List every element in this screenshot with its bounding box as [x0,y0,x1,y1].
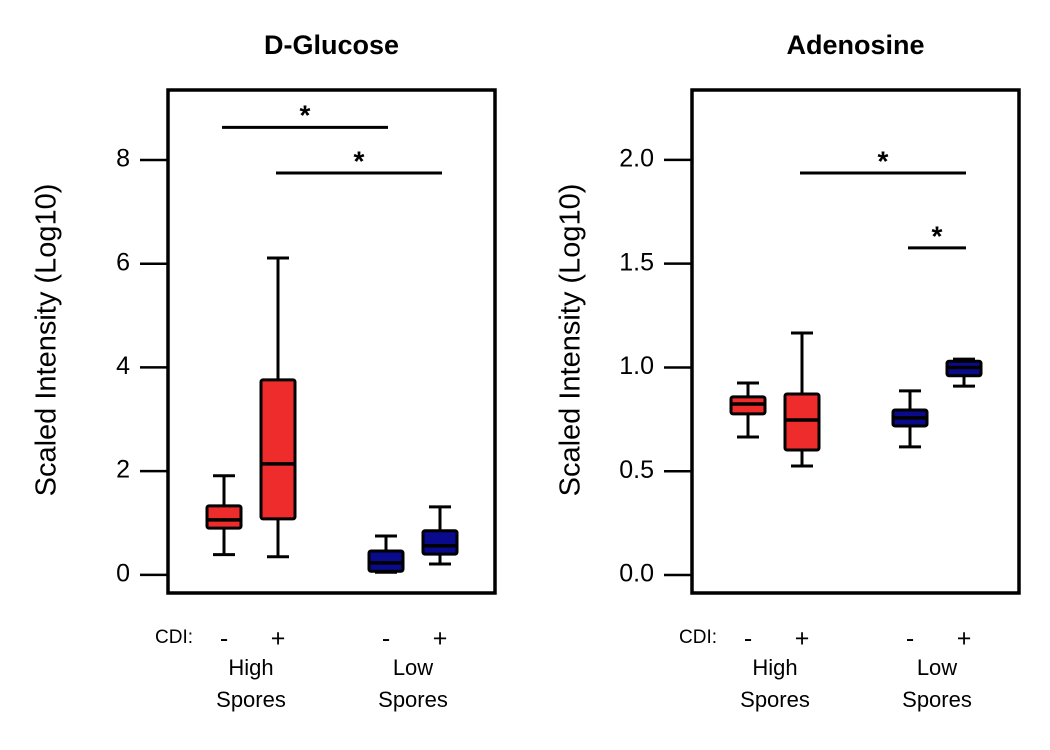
x-tick-label: - [744,625,752,653]
box [205,504,243,530]
y-axis-label: Scaled Intensity (Log10) [555,184,587,497]
box [259,378,297,521]
x-tick-label: - [382,625,390,653]
x-tick-label: - [220,625,228,653]
group-label: Low [917,655,957,680]
y-tick-label: 1.0 [619,352,654,380]
y-tick-label: 1.5 [619,248,654,276]
group-label: Spores [216,687,286,712]
y-tick-label: 2.0 [619,145,654,173]
significance-label: * [878,145,889,176]
chart-title: D-Glucose [264,30,399,60]
y-tick-label: 8 [116,145,130,173]
plot-frame [166,88,497,595]
group-label: Spores [740,687,810,712]
cdi-label: CDI: [679,627,717,648]
box [367,549,405,573]
y-axis-label: Scaled Intensity (Log10) [31,184,63,497]
y-tick-label: 4 [116,352,130,380]
x-tick-label: + [795,625,810,653]
y-tick-label: 0.0 [619,560,654,588]
significance-label: * [300,100,311,131]
x-tick-label: - [906,625,914,653]
y-tick-label: 0.5 [619,456,654,484]
significance-label: * [354,145,365,176]
x-tick-label: + [433,625,448,653]
box [421,529,459,556]
group-label: Spores [902,687,972,712]
y-tick-label: 0 [116,559,130,587]
y-tick-label: 6 [116,248,130,276]
cdi-label: CDI: [155,627,193,648]
group-label: Low [393,655,433,680]
y-tick-label: 2 [116,456,130,484]
x-tick-label: + [271,625,286,653]
x-tick-label: + [957,625,972,653]
group-label: Spores [378,687,448,712]
box [783,392,821,452]
group-label: High [752,655,797,680]
significance-label: * [932,220,943,251]
group-label: High [228,655,273,680]
chart-title: Adenosine [786,30,924,60]
plot-frame [690,88,1021,595]
